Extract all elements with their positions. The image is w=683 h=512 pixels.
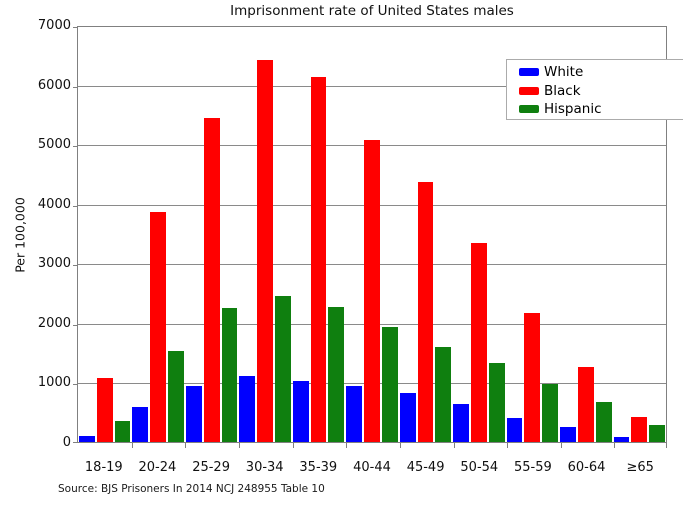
bar-group-50-54	[452, 27, 505, 442]
bar-group-35-39	[292, 27, 345, 442]
bar-white-20-24	[132, 407, 149, 442]
y-tick-6000	[73, 86, 77, 88]
legend-label-black: Black	[544, 82, 581, 99]
bar-group-45-49	[399, 27, 452, 442]
x-tick-label-25-29: 25-29	[192, 460, 230, 475]
bar-white-55-59	[506, 417, 523, 442]
legend-swatch-black	[519, 86, 539, 95]
y-tick-label-3000: 3000	[37, 256, 71, 272]
x-tick-10	[614, 443, 616, 448]
bar-hispanic-18-19	[114, 421, 131, 442]
legend: White Black Hispanic	[506, 59, 683, 120]
bar-white-50-54	[453, 404, 469, 442]
chart-title: Imprisonment rate of United States males	[230, 3, 514, 19]
bar-hispanic-25-29	[221, 308, 238, 442]
bar-group-55-59	[506, 27, 559, 442]
bar-group-25-29	[185, 27, 238, 442]
bar-white-45-49	[399, 393, 416, 442]
y-tick-label-6000: 6000	[37, 77, 71, 93]
x-tick-2	[185, 443, 187, 448]
bar-group-20-24	[131, 27, 184, 442]
x-tick-label-50-54: 50-54	[460, 460, 499, 475]
source-note: Source: BJS Prisoners In 2014 NCJ 248955…	[58, 483, 325, 495]
x-tick-1	[131, 443, 133, 448]
bar-black-60-64	[577, 366, 594, 442]
bar-hispanic-50-54	[488, 363, 505, 442]
bar-group--65	[613, 27, 666, 442]
x-tick-6	[399, 443, 401, 448]
y-tick-label-1000: 1000	[37, 375, 71, 391]
bar-group-60-64	[559, 27, 612, 442]
x-tick-label-20-24: 20-24	[138, 460, 177, 475]
y-tick-label-2000: 2000	[37, 315, 71, 331]
y-tick-0	[73, 442, 77, 443]
x-tick-8	[507, 443, 509, 448]
bar-group-40-44	[345, 27, 398, 442]
x-tick-4	[292, 443, 294, 448]
y-tick-5000	[73, 146, 77, 148]
bar-hispanic-45-49	[435, 347, 452, 442]
plot-area: White Black Hispanic	[73, 26, 683, 448]
bar-white-40-44	[346, 386, 363, 442]
bar-black-25-29	[203, 118, 220, 442]
bar-black-40-44	[364, 139, 380, 442]
x-tick-label-35-39: 35-39	[299, 460, 338, 475]
y-tick-4000	[73, 205, 77, 207]
bar-black-20-24	[150, 211, 167, 442]
legend-item-black: Black	[519, 82, 683, 101]
x-tick-right-corner	[666, 443, 667, 448]
x-tick-5	[346, 443, 348, 448]
bar-black-45-49	[417, 182, 434, 442]
bar-white-30-34	[239, 375, 256, 442]
legend-item-white: White	[519, 63, 683, 82]
bar-white--65	[613, 436, 630, 442]
bar-black-50-54	[470, 243, 487, 442]
bar-white-60-64	[560, 427, 576, 442]
bar-black-55-59	[524, 312, 541, 442]
x-tick-label--65: ≥65	[626, 460, 654, 475]
bar-hispanic-35-39	[328, 306, 345, 442]
bar-group-30-34	[238, 27, 291, 442]
y-tick-1000	[73, 384, 77, 386]
x-tick-7	[453, 443, 455, 448]
gridline-6000	[78, 85, 666, 87]
x-tick-3	[238, 443, 240, 448]
y-tick-label-0: 0	[62, 435, 71, 450]
bar-hispanic-20-24	[168, 351, 184, 442]
legend-swatch-white	[519, 68, 539, 77]
bar-group-18-19	[78, 27, 131, 442]
x-tick-9	[560, 443, 562, 448]
x-tick-label-60-64: 60-64	[567, 460, 606, 475]
y-tick-label-7000: 7000	[37, 18, 71, 33]
y-tick-label-4000: 4000	[37, 196, 71, 212]
y-tick-2000	[73, 324, 77, 326]
x-tick-label-18-19: 18-19	[84, 460, 123, 475]
bar-white-25-29	[185, 385, 202, 442]
legend-item-hispanic: Hispanic	[519, 100, 683, 119]
bar-hispanic-30-34	[274, 295, 291, 442]
x-tick-label-30-34: 30-34	[245, 460, 284, 475]
y-tick-3000	[73, 265, 77, 267]
x-tick-label-45-49: 45-49	[406, 460, 445, 475]
legend-swatch-hispanic	[519, 105, 539, 114]
y-tick-label-5000: 5000	[37, 137, 71, 153]
bar-black-18-19	[96, 378, 113, 442]
bar-white-35-39	[292, 380, 309, 442]
bar-series-container	[78, 27, 666, 442]
x-tick-label-55-59: 55-59	[514, 460, 552, 475]
bar-hispanic-40-44	[381, 327, 398, 442]
bar-black-30-34	[257, 60, 273, 442]
bar-hispanic-60-64	[595, 401, 612, 442]
legend-label-white: White	[544, 64, 584, 81]
y-tick-7000	[73, 27, 77, 28]
bar-black--65	[631, 416, 648, 442]
bar-white-18-19	[79, 435, 95, 442]
x-tick-label-40-44: 40-44	[353, 460, 391, 475]
legend-label-hispanic: Hispanic	[544, 101, 602, 118]
bar-hispanic-55-59	[542, 383, 559, 442]
bar-hispanic--65	[649, 424, 665, 442]
bar-black-35-39	[310, 77, 327, 442]
